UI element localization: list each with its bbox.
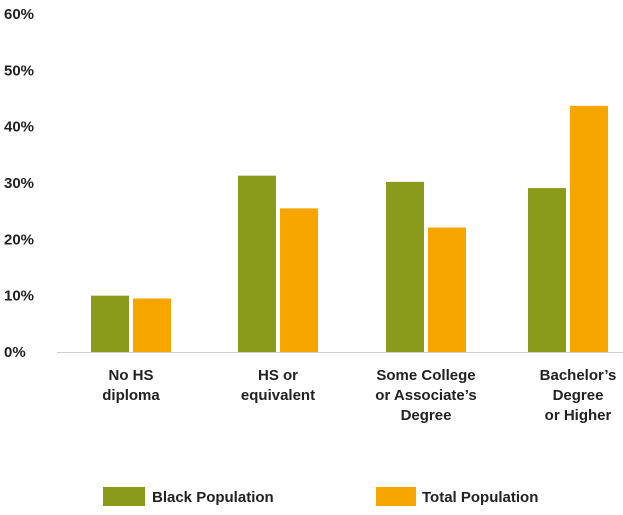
x-tick-label: equivalent xyxy=(241,387,315,404)
bar-total-population xyxy=(570,105,608,352)
legend-label-total-population: Total Population xyxy=(422,489,538,506)
x-tick-label: Degree xyxy=(401,407,452,424)
bars xyxy=(91,105,608,352)
y-tick-label: 20% xyxy=(4,231,34,248)
y-tick-label: 40% xyxy=(4,119,34,136)
y-tick-label: 10% xyxy=(4,288,34,305)
y-tick-label: 50% xyxy=(4,62,34,79)
x-axis-labels: No HS diploma HS or equivalent Some College o… xyxy=(102,367,616,424)
x-tick-label: No HS xyxy=(109,367,154,384)
y-tick-label: 30% xyxy=(4,175,34,192)
x-tick-label: or Associate’s xyxy=(375,387,476,404)
bar-total-population xyxy=(133,298,171,352)
legend-label-black-population: Black Population xyxy=(152,489,274,506)
bar-black-population xyxy=(238,175,276,352)
x-tick-label: Some College xyxy=(376,367,475,384)
y-tick-label: 60% xyxy=(4,6,34,23)
x-tick-label: Bachelor’s xyxy=(540,367,617,384)
y-axis-ticks: 0% 10% 20% 30% 40% 50% 60% xyxy=(4,6,34,361)
bar-total-population xyxy=(428,227,466,352)
y-tick-label: 0% xyxy=(4,344,26,361)
bar-black-population xyxy=(386,181,424,352)
x-tick-label: HS or xyxy=(258,367,298,384)
legend-swatch-total-population xyxy=(376,487,416,506)
legend: Black Population Total Population xyxy=(103,487,538,506)
x-tick-label: or Higher xyxy=(545,407,612,424)
bar-total-population xyxy=(280,208,318,352)
x-tick-label: Degree xyxy=(553,387,604,404)
x-tick-label: diploma xyxy=(102,387,160,404)
bar-black-population xyxy=(528,188,566,352)
bar-black-population xyxy=(91,295,129,352)
legend-swatch-black-population xyxy=(103,487,145,506)
